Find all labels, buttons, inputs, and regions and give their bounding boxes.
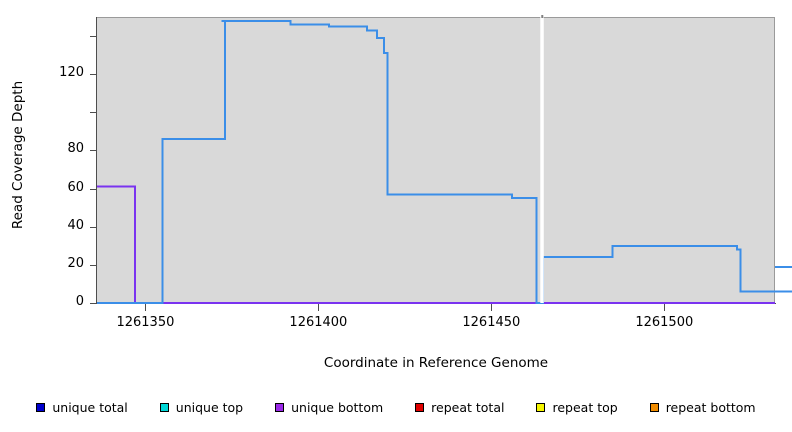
- y-tick-label: 40: [67, 217, 84, 233]
- x-axis-title-text: Coordinate in Reference Genome: [323, 355, 549, 371]
- y-tick-mark: [90, 303, 96, 304]
- legend-label: unique top: [175, 399, 244, 415]
- y-tick-label: 20: [67, 255, 84, 271]
- y-tick-mark: [90, 264, 96, 266]
- y-tick-label: 0: [75, 294, 84, 309]
- gap-top-marker: [541, 15, 544, 18]
- legend: unique total unique top unique bottom repea…: [0, 396, 792, 418]
- legend-swatch-icon: [275, 402, 285, 412]
- legend-item-unique-bottom[interactable]: unique bottom: [275, 400, 383, 415]
- legend-label: unique total: [52, 399, 128, 415]
- x-tick-label: 1261350: [116, 315, 175, 330]
- legend-swatch-icon: [36, 402, 46, 412]
- x-tick-mark: [145, 304, 147, 311]
- y-tick-label: 120: [59, 65, 84, 81]
- data-gap-band: [540, 17, 544, 303]
- series-coverage-trace: [97, 19, 792, 304]
- legend-label: repeat top: [552, 399, 618, 415]
- y-tick-mark: [90, 74, 96, 76]
- legend-swatch-icon: [649, 402, 659, 412]
- series-unique-bottom: [97, 185, 775, 304]
- legend-label: unique bottom: [291, 399, 384, 415]
- plot-panel: [97, 17, 775, 303]
- y-tick-mark: [90, 36, 96, 38]
- x-axis-title: Coordinate in Reference Genome: [97, 355, 775, 371]
- y-tick-mark: [90, 188, 96, 190]
- y-tick-label: 60: [67, 179, 84, 195]
- legend-label: repeat bottom: [665, 399, 756, 415]
- x-tick-label: 1261400: [289, 315, 348, 330]
- y-tick-label: 80: [67, 141, 84, 157]
- legend-item-repeat-top[interactable]: repeat top: [536, 399, 618, 415]
- legend-label: repeat total: [431, 399, 505, 415]
- y-tick-mark: [90, 150, 96, 152]
- x-tick-label: 1261500: [635, 315, 694, 330]
- legend-swatch-icon: [415, 402, 425, 412]
- legend-item-repeat-total[interactable]: repeat total: [415, 400, 504, 415]
- y-axis-line: [96, 17, 97, 304]
- x-tick-mark: [664, 304, 666, 311]
- y-tick-mark: [90, 226, 96, 228]
- legend-swatch-icon: [159, 402, 169, 412]
- x-tick-mark: [491, 304, 493, 311]
- legend-item-repeat-bottom[interactable]: repeat bottom: [649, 399, 756, 415]
- x-tick-mark: [318, 304, 320, 311]
- y-tick-mark: [90, 112, 96, 114]
- x-tick-label: 1261450: [462, 315, 521, 330]
- legend-item-unique-total[interactable]: unique total: [36, 399, 128, 415]
- legend-swatch-icon: [536, 402, 546, 412]
- legend-item-unique-top[interactable]: unique top: [159, 399, 244, 415]
